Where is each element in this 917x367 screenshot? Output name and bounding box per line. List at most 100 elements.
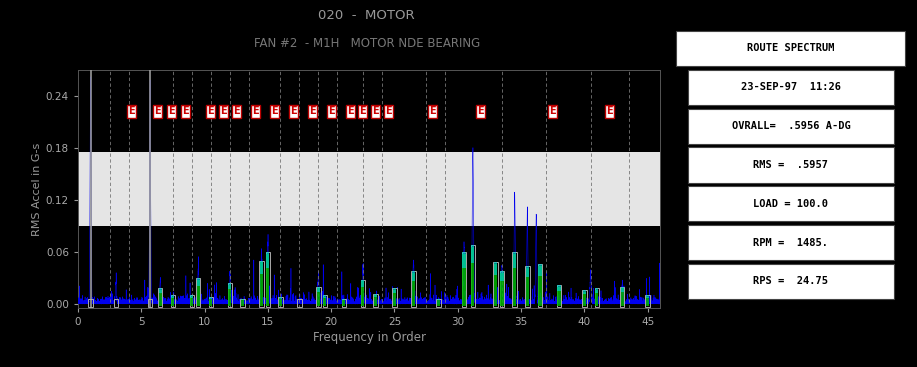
Text: ROUTE SPECTRUM: ROUTE SPECTRUM	[747, 43, 834, 54]
Text: E: E	[169, 106, 175, 116]
Bar	[471, 247, 474, 306]
Bar	[317, 287, 320, 292]
Bar	[341, 299, 346, 306]
Bar	[209, 297, 213, 306]
Bar	[279, 299, 282, 306]
Bar	[209, 299, 213, 306]
Bar	[373, 294, 378, 306]
Bar	[501, 271, 503, 281]
Bar	[361, 281, 364, 306]
Bar	[620, 287, 624, 306]
Text: OVRALL=  .5956 A-DG: OVRALL= .5956 A-DG	[732, 121, 850, 131]
Bar	[558, 285, 560, 291]
Bar	[159, 290, 161, 306]
Bar	[297, 299, 302, 306]
Bar	[471, 245, 474, 263]
Bar	[558, 287, 560, 306]
Bar	[323, 295, 327, 306]
FancyBboxPatch shape	[688, 109, 894, 144]
Bar	[582, 290, 587, 306]
Bar	[411, 271, 415, 306]
FancyBboxPatch shape	[677, 31, 905, 66]
Bar	[514, 252, 516, 268]
Bar	[266, 254, 270, 306]
Bar	[470, 245, 475, 306]
Bar	[241, 301, 244, 306]
FancyBboxPatch shape	[688, 225, 894, 260]
Bar	[316, 287, 321, 306]
X-axis label: Frequency in Order: Frequency in Order	[313, 331, 425, 345]
Bar	[342, 299, 346, 300]
Bar	[494, 264, 497, 306]
Bar	[260, 261, 263, 273]
Bar	[260, 261, 264, 306]
Bar	[595, 290, 599, 306]
Bar	[501, 273, 503, 306]
Bar	[525, 268, 529, 306]
Text: FAN #2  - M1H   MOTOR NDE BEARING: FAN #2 - M1H MOTOR NDE BEARING	[254, 37, 480, 50]
Text: E: E	[290, 106, 296, 116]
Bar	[437, 299, 440, 300]
Text: E: E	[359, 106, 366, 116]
Text: RMS =  .5957: RMS = .5957	[754, 160, 828, 170]
Text: E: E	[606, 106, 613, 116]
Bar	[462, 254, 466, 306]
Bar	[494, 262, 497, 275]
Bar	[279, 297, 282, 299]
Bar	[228, 283, 231, 289]
Bar	[266, 252, 270, 268]
Bar	[171, 297, 174, 306]
Bar	[437, 301, 440, 306]
Bar	[342, 301, 346, 306]
Bar	[190, 295, 194, 306]
Bar	[228, 285, 231, 306]
Text: 23-SEP-97  11:26: 23-SEP-97 11:26	[741, 82, 841, 92]
Bar	[537, 264, 542, 306]
Bar	[595, 288, 599, 306]
Text: 020  -  MOTOR: 020 - MOTOR	[318, 9, 415, 22]
Bar	[621, 288, 624, 306]
Bar	[196, 280, 200, 306]
Text: E: E	[207, 106, 215, 116]
Text: E: E	[429, 106, 436, 116]
Bar	[392, 288, 397, 306]
Bar	[158, 288, 162, 306]
Text: E: E	[372, 106, 379, 116]
Bar	[159, 288, 161, 293]
Text: E: E	[327, 106, 335, 116]
Bar	[317, 288, 320, 306]
Bar	[171, 295, 175, 306]
Text: E: E	[347, 106, 353, 116]
Text: E: E	[309, 106, 315, 116]
FancyBboxPatch shape	[688, 186, 894, 221]
Bar	[582, 292, 586, 306]
Bar	[360, 280, 365, 306]
Bar	[462, 252, 466, 268]
Text: E: E	[233, 106, 239, 116]
Bar	[525, 266, 529, 306]
Bar	[260, 262, 263, 306]
Y-axis label: RMS Accel in G-s: RMS Accel in G-s	[31, 142, 41, 236]
Text: E: E	[477, 106, 484, 116]
Bar	[412, 271, 415, 281]
Bar	[266, 252, 270, 306]
Bar	[196, 278, 200, 286]
Bar	[227, 283, 232, 306]
Bar	[191, 295, 193, 298]
Bar	[114, 299, 118, 306]
Bar	[374, 294, 377, 297]
Text: LOAD = 100.0: LOAD = 100.0	[754, 199, 828, 209]
Bar	[88, 299, 93, 306]
Bar	[209, 297, 213, 299]
Bar	[278, 297, 282, 306]
Bar	[538, 266, 542, 306]
Bar	[646, 297, 649, 306]
FancyBboxPatch shape	[688, 147, 894, 182]
Text: E: E	[182, 106, 189, 116]
Bar	[392, 288, 396, 293]
Bar	[148, 299, 152, 306]
FancyBboxPatch shape	[688, 70, 894, 105]
Bar	[374, 295, 377, 306]
Bar	[196, 278, 201, 306]
Bar	[557, 285, 561, 306]
